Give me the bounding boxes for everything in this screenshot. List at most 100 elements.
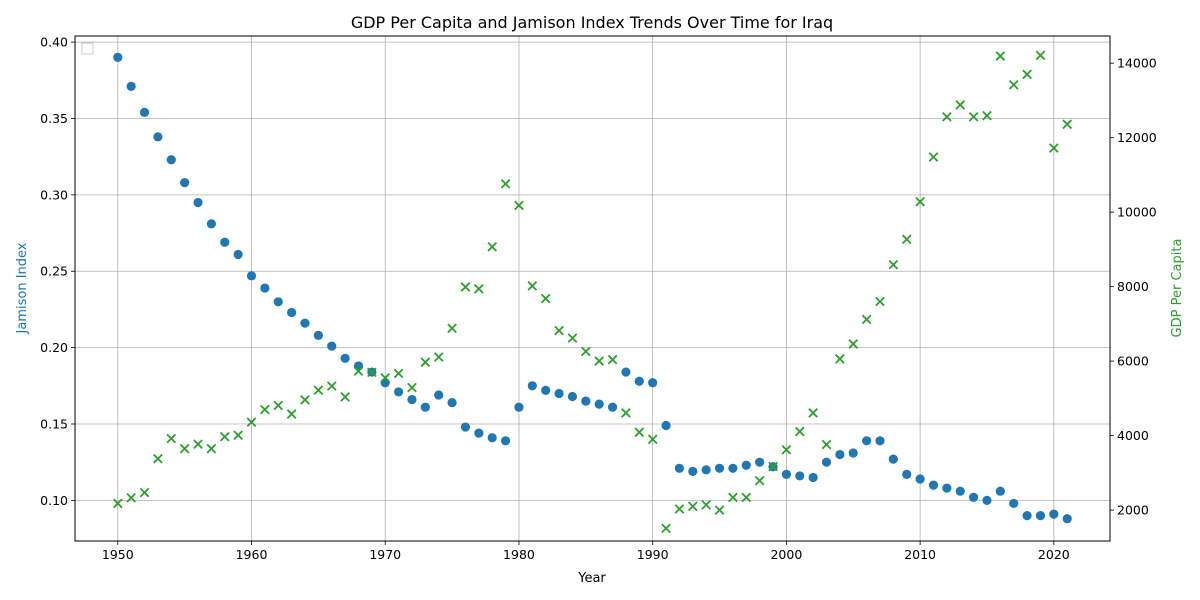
jamison-point [126,81,136,92]
x-tick-label: 2010 [904,547,936,562]
jamison-point [327,341,337,351]
right-tick-label: 4000 [1117,428,1149,443]
gdp-point [1022,69,1032,80]
x-tick-label: 2020 [1038,547,1070,562]
gdp-point [848,339,859,349]
jamison-point [500,436,511,446]
legend-box [81,42,94,55]
gdp-point [380,373,391,383]
gdp-point [367,367,377,378]
gdp-per-capita-series [112,50,1073,534]
grid [75,36,1110,541]
jamison-point [567,391,578,402]
jamison-point [835,449,845,460]
jamison-point [220,237,230,247]
gdp-point [714,505,725,515]
gdp-point [219,431,230,442]
jamison-point [193,197,203,208]
left-tick-label: 0.35 [40,111,68,126]
gdp-point [353,366,364,377]
gdp-point [139,487,150,498]
jamison-point [180,178,190,188]
jamison-point [875,436,885,446]
jamison-point [915,474,925,484]
gdp-point [313,385,324,396]
gdp-point [768,461,778,472]
jamison-point [273,297,283,307]
left-axis-ticks: 0.10 0.15 0.20 0.25 0.30 0.35 0.40 [40,35,75,508]
left-tick-label: 0.10 [40,493,68,508]
chart-title: GDP Per Capita and Jamison Index Trends … [351,13,833,32]
jamison-point [113,52,123,62]
gdp-point [447,323,457,334]
gdp-point [112,498,123,509]
jamison-point [714,463,725,473]
left-tick-label: 0.15 [40,416,68,431]
jamison-point [1022,511,1032,521]
jamison-point [621,367,631,377]
left-axis-title: Jamison Index [15,242,30,334]
jamison-point [300,318,310,328]
gdp-point [273,400,284,411]
jamison-point [955,486,965,496]
gdp-point [166,433,177,444]
jamison-point [995,486,1005,496]
jamison-point [808,472,818,483]
gdp-point [326,381,337,391]
gdp-point [607,354,618,365]
jamison-point [1049,509,1059,519]
jamison-point [541,385,551,395]
gdp-point [487,241,498,252]
jamison-point [554,388,564,399]
jamison-point [246,271,257,281]
gdp-point [821,439,832,450]
left-tick-label: 0.20 [40,340,68,355]
gdp-point [460,282,471,292]
gdp-point [687,501,698,512]
gdp-point [955,100,966,110]
jamison-point [514,402,524,412]
left-tick-label: 0.40 [40,35,68,50]
jamison-point [888,454,898,464]
gdp-point [540,293,551,304]
jamison-point [795,471,805,481]
jamison-point [701,465,711,475]
jamison-point [206,219,216,229]
x-tick-label: 1990 [637,547,669,562]
gdp-point [393,368,404,379]
gdp-point [1035,50,1046,61]
jamison-point [607,402,618,412]
gdp-point [340,392,350,402]
gdp-point [1062,119,1073,130]
x-axis-ticks: 1950 1960 1970 1980 1990 2000 2010 2020 [102,541,1070,562]
right-tick-label: 2000 [1117,503,1149,518]
gdp-point [500,179,511,189]
gdp-point [126,492,136,503]
right-axis-title: GDP Per Capita [1170,239,1185,338]
jamison-point [460,422,471,432]
plot-frame [74,35,1111,542]
left-tick-label: 0.30 [40,187,68,202]
gdp-point [901,234,912,245]
gdp-point [153,453,163,464]
jamison-point [661,420,671,431]
jamison-point [380,378,390,388]
right-axis-ticks: 2000 4000 6000 8000 10000 12000 14000 [1110,56,1157,518]
gdp-point [888,259,899,270]
jamison-point [741,460,751,470]
gdp-point [982,110,992,121]
x-tick-label: 1960 [236,547,268,562]
jamison-point [394,387,404,397]
left-tick-label: 0.25 [40,264,68,279]
jamison-point [139,107,150,117]
gdp-point [474,284,484,294]
right-tick-label: 12000 [1117,130,1157,145]
gdp-point [942,111,952,122]
jamison-point [447,398,457,408]
gdp-point [835,354,845,364]
jamison-point [594,399,604,409]
right-tick-label: 6000 [1117,354,1149,369]
jamison-point [674,463,685,473]
gdp-point [514,200,524,211]
